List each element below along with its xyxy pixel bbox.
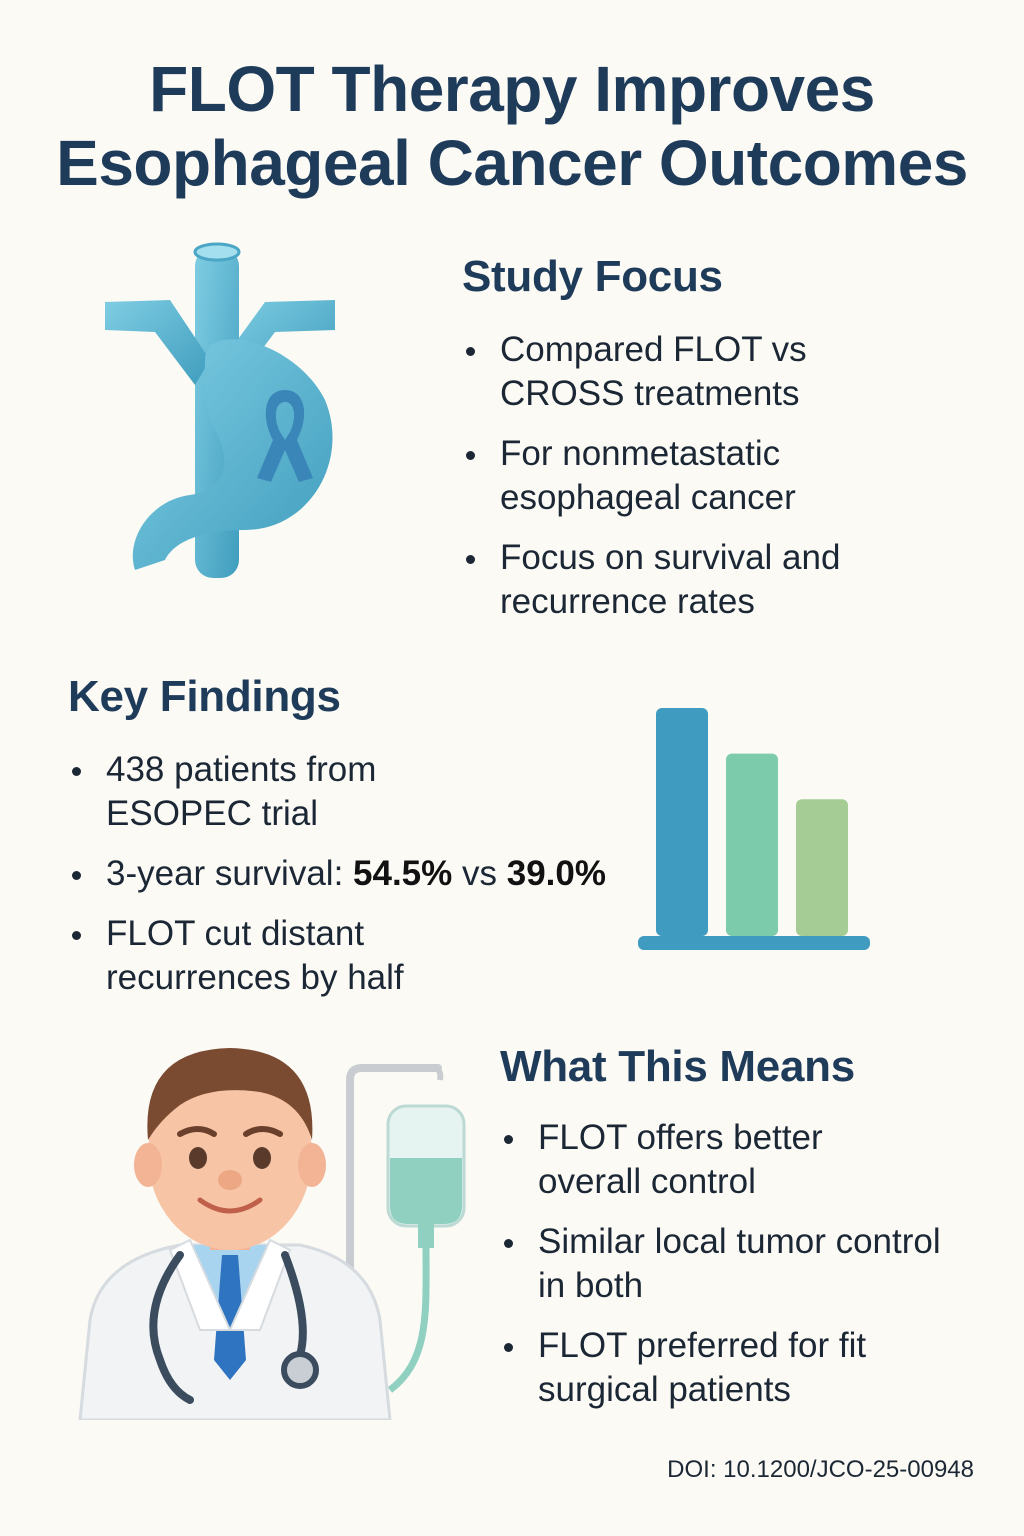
doctor-iv-drip-icon — [78, 1048, 466, 1420]
what-this-means-list: FLOT offers better overall control Simil… — [500, 1116, 941, 1428]
list-item: 438 patients from ESOPEC trial — [68, 748, 606, 836]
chart-bar — [726, 753, 778, 936]
chart-baseline — [638, 936, 870, 950]
cross-survival-value: 39.0% — [506, 854, 606, 893]
list-item: FLOT preferred for fit surgical patients — [500, 1324, 941, 1412]
study-focus-list: Compared FLOT vs CROSS treatments For no… — [462, 328, 840, 640]
key-findings-list: 438 patients from ESOPEC trial 3-year su… — [68, 748, 606, 1016]
chart-bar — [656, 708, 708, 936]
title-line-1: FLOT Therapy Improves — [149, 53, 875, 125]
key-findings-heading: Key Findings — [68, 672, 341, 721]
list-item: For nonmetastatic esophageal cancer — [462, 432, 840, 520]
list-item: 3-year survival: 54.5% vs 39.0% — [68, 852, 606, 896]
list-item: Focus on survival and recurrence rates — [462, 536, 840, 624]
study-focus-heading: Study Focus — [462, 252, 723, 301]
what-this-means-heading: What This Means — [500, 1042, 855, 1091]
flot-survival-value: 54.5% — [353, 854, 453, 893]
list-item: Compared FLOT vs CROSS treatments — [462, 328, 840, 416]
chart-bar — [796, 799, 848, 936]
stomach-esophagus-ribbon-icon — [105, 242, 335, 578]
bar-chart-icon — [638, 708, 870, 950]
title-line-2: Esophageal Cancer Outcomes — [56, 127, 968, 199]
doi-reference: DOI: 10.1200/JCO-25-00948 — [667, 1456, 974, 1483]
list-item: FLOT offers better overall control — [500, 1116, 941, 1204]
list-item: FLOT cut distant recurrences by half — [68, 912, 606, 1000]
survival-stat: 3-year survival: 54.5% vs 39.0% — [106, 854, 606, 893]
page-title: FLOT Therapy Improves Esophageal Cancer … — [0, 52, 1024, 200]
list-item: Similar local tumor control in both — [500, 1220, 941, 1308]
